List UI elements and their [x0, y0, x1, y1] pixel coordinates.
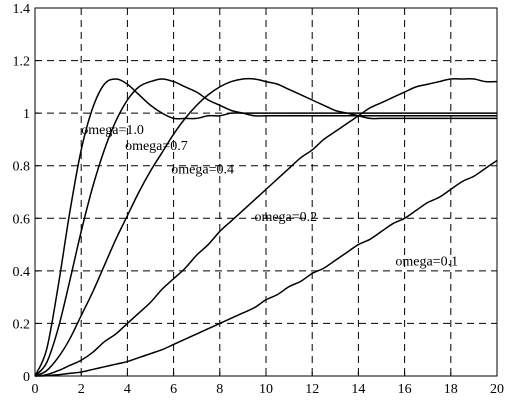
y-tick-label: 0.6	[13, 212, 31, 227]
x-tick-label: 2	[78, 382, 85, 397]
x-tick-label: 16	[398, 382, 412, 397]
series-line-omega-0-4	[34, 77, 497, 377]
y-tick-label: 0.8	[13, 160, 31, 175]
x-tick-label: 14	[351, 382, 365, 397]
series-annotation: omega=0.1	[395, 255, 458, 270]
x-tick-label: 20	[490, 382, 504, 397]
x-tick-label: 8	[216, 382, 223, 397]
x-tick-label: 10	[259, 382, 273, 397]
series-line-omega-1-0	[34, 78, 497, 377]
x-tick-label: 12	[305, 382, 319, 397]
series-annotation: omega=0.7	[125, 139, 188, 154]
x-tick-label: 18	[444, 382, 458, 397]
axis-ticks: 0 2 4 6 8 10 12 14 16 18 20 0 0.2 0.4 0.6 0.8 1 1.2 1.4	[13, 2, 505, 397]
series-curves	[34, 77, 498, 377]
y-tick-label: 1.2	[13, 55, 31, 70]
series-line-omega-0-2	[34, 78, 498, 377]
grid-lines	[35, 8, 497, 376]
y-tick-label: 1.4	[13, 2, 31, 17]
series-annotation: omega=0.2	[254, 210, 317, 225]
series-line-omega-0-7	[34, 78, 497, 377]
series-line-omega-0-1	[34, 159, 498, 377]
series-annotation: omega=1.0	[81, 123, 144, 138]
y-tick-label: 1	[23, 107, 30, 122]
x-tick-label: 0	[32, 382, 39, 397]
x-tick-label: 6	[170, 382, 177, 397]
y-tick-label: 0.2	[13, 317, 31, 332]
series-annotation: omega=0.4	[171, 163, 234, 178]
y-tick-label: 0.4	[13, 265, 31, 280]
x-tick-label: 4	[124, 382, 131, 397]
y-tick-label: 0	[23, 370, 30, 385]
